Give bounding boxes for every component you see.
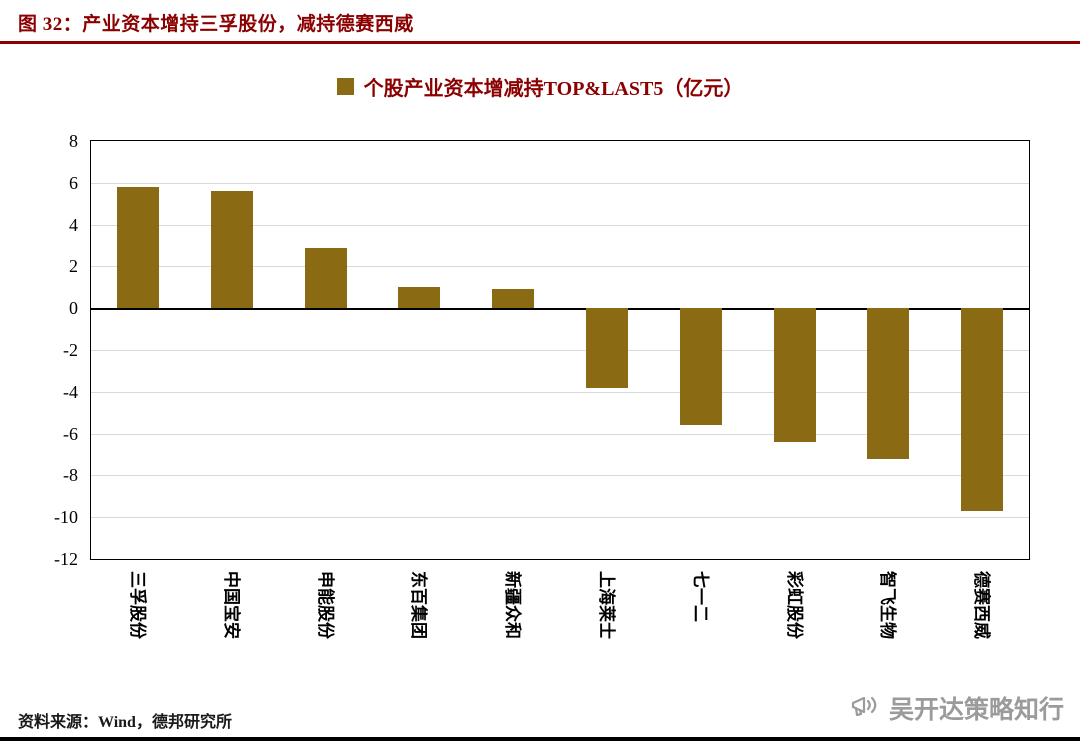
y-tick-label: -4	[63, 381, 78, 402]
bar-中国宝安	[210, 191, 253, 309]
legend-label: 个股产业资本增减持TOP&LAST5（亿元）	[363, 78, 744, 100]
y-tick-label: -8	[63, 465, 78, 486]
bar-智飞生物	[867, 308, 910, 459]
y-tick-label: 6	[69, 172, 78, 193]
gridline	[91, 350, 1029, 351]
x-axis-label: 德赛西威	[972, 571, 992, 639]
x-axis-label: 智飞生物	[878, 571, 898, 639]
bar-彩虹股份	[773, 308, 816, 442]
y-tick-label: -2	[63, 340, 78, 360]
gridline	[91, 266, 1029, 268]
bar-上海莱士	[585, 308, 628, 388]
y-tick-label: -10	[54, 507, 78, 528]
bar-七一二	[679, 308, 722, 426]
x-axis-label: 七一二	[690, 571, 710, 622]
chart-legend: 个股产业资本增减持TOP&LAST5（亿元）	[0, 72, 1080, 101]
x-axis-label: 新疆众和	[503, 571, 523, 639]
bottom-divider	[0, 737, 1080, 741]
gridline	[91, 475, 1029, 477]
gridline	[91, 182, 1029, 184]
zero-axis-line	[91, 308, 1029, 310]
legend-swatch	[336, 78, 354, 95]
bar-新疆众和	[492, 289, 535, 309]
bar-东百集团	[398, 287, 441, 309]
x-axis-label: 东百集团	[409, 571, 429, 639]
x-axis-label: 中国宝安	[221, 571, 241, 639]
x-axis-label: 上海莱士	[596, 571, 616, 639]
gridline	[91, 224, 1029, 226]
source-note: 资料来源：Wind，德邦研究所	[18, 714, 232, 731]
gridline	[91, 433, 1029, 435]
watermark: 吴开达策略知行	[849, 690, 1064, 726]
y-tick-label: 4	[69, 214, 78, 235]
gridline	[91, 391, 1029, 393]
bar-三孚股份	[116, 186, 159, 309]
y-tick-label: -12	[54, 549, 78, 569]
gridline	[91, 517, 1029, 519]
y-tick-label: 8	[69, 131, 78, 151]
y-tick-label: -6	[63, 423, 78, 444]
y-tick-label: 0	[69, 298, 78, 319]
bar-申能股份	[304, 247, 347, 309]
title-divider	[0, 41, 1080, 44]
figure-title: 图 32：产业资本增持三孚股份，减持德赛西威	[18, 14, 414, 35]
x-axis-label: 彩虹股份	[784, 571, 804, 639]
watermark-text: 吴开达策略知行	[888, 697, 1064, 724]
x-axis-label: 申能股份	[315, 571, 335, 639]
x-axis-label: 三孚股份	[127, 571, 147, 639]
y-tick-label: 2	[69, 256, 78, 277]
plot-area	[90, 140, 1030, 560]
megaphone-logo-icon	[849, 691, 883, 726]
bar-德赛西威	[961, 308, 1004, 511]
